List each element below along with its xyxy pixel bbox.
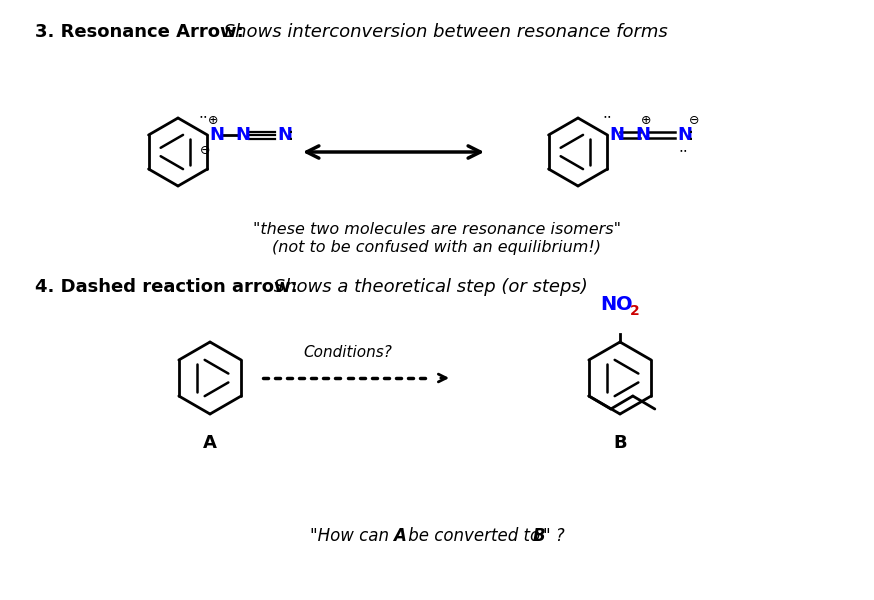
- Text: 2: 2: [630, 304, 640, 318]
- Text: Shows a theoretical step (or steps): Shows a theoretical step (or steps): [268, 278, 587, 296]
- Text: 3. Resonance Arrow:: 3. Resonance Arrow:: [35, 23, 244, 41]
- Text: A: A: [203, 434, 217, 452]
- Text: N: N: [609, 126, 624, 144]
- Text: Conditions?: Conditions?: [303, 345, 392, 360]
- Text: N: N: [600, 295, 616, 314]
- Text: N: N: [635, 126, 650, 144]
- Text: Shows interconversion between resonance forms: Shows interconversion between resonance …: [218, 23, 668, 41]
- Text: N: N: [677, 126, 692, 144]
- Text: A: A: [393, 527, 406, 545]
- Text: O: O: [616, 295, 633, 314]
- Text: N: N: [277, 126, 293, 144]
- Text: :: :: [288, 126, 294, 144]
- Text: N: N: [235, 126, 250, 144]
- Text: B: B: [614, 434, 627, 452]
- Text: "these two molecules are resonance isomers": "these two molecules are resonance isome…: [253, 222, 621, 237]
- Text: " ?: " ?: [543, 527, 565, 545]
- Text: ⊖: ⊖: [200, 145, 211, 157]
- Text: ⋅⋅: ⋅⋅: [198, 109, 208, 124]
- Text: B: B: [533, 527, 545, 545]
- Text: :: :: [687, 126, 693, 144]
- Text: "How can: "How can: [310, 527, 394, 545]
- Text: N: N: [210, 126, 225, 144]
- Text: ⋅⋅: ⋅⋅: [678, 143, 689, 158]
- Text: ⊖: ⊖: [690, 115, 700, 127]
- Text: ⊕: ⊕: [642, 115, 652, 127]
- Text: ⋅⋅: ⋅⋅: [602, 109, 613, 124]
- Text: 4. Dashed reaction arrow:: 4. Dashed reaction arrow:: [35, 278, 298, 296]
- Text: (not to be confused with an equilibrium!): (not to be confused with an equilibrium!…: [273, 240, 601, 255]
- Text: be converted to: be converted to: [403, 527, 545, 545]
- Text: ⊕: ⊕: [208, 115, 218, 127]
